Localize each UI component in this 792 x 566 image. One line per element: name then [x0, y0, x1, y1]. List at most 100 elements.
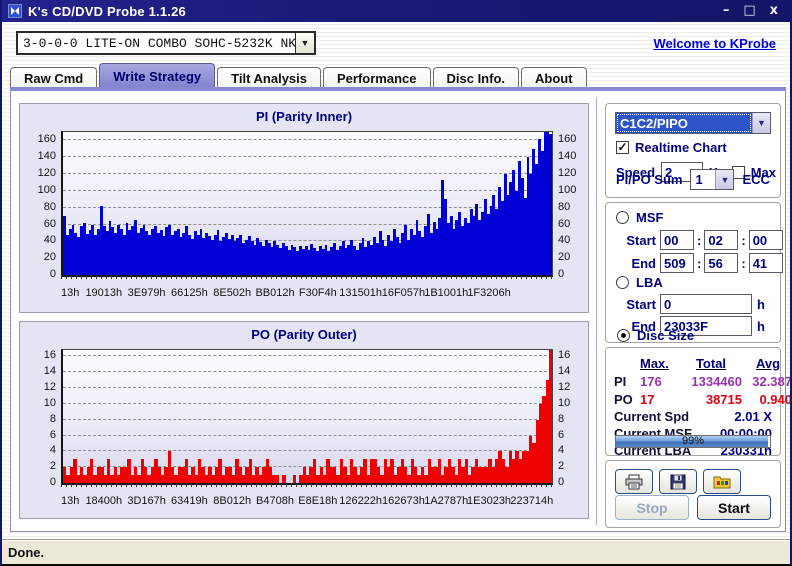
bar	[174, 475, 178, 483]
welcome-link[interactable]: Welcome to KProbe	[653, 36, 776, 51]
po-x-axis-labels: 13h 18400h 3D167h 63419h 8B012h B4708h E8E18h 1…	[61, 492, 553, 507]
y-tick-label: 2	[558, 460, 565, 473]
speed-label: Speed	[616, 164, 656, 180]
msf-start-row: Start 00 : 02 : 00	[616, 230, 783, 250]
chevron-down-icon[interactable]: ▼	[752, 113, 770, 133]
bar	[356, 475, 360, 483]
msf-end-frame[interactable]: 41	[748, 253, 783, 273]
msf-end-min[interactable]: 509	[660, 253, 694, 273]
bar	[489, 206, 493, 275]
y-tick-label: 4	[558, 444, 565, 457]
bar	[441, 475, 445, 483]
current-speed-row: Current Spd 2.01 X	[614, 408, 774, 425]
save-button[interactable]	[659, 469, 697, 494]
y-tick-label: 14	[43, 365, 56, 378]
msf-radio[interactable]	[616, 211, 629, 224]
gridline	[63, 173, 552, 175]
bar	[512, 169, 516, 275]
pipo-sum-select[interactable]: 1 ▼	[690, 169, 735, 190]
print-button[interactable]	[615, 469, 653, 494]
msf-start-min[interactable]: 00	[660, 230, 694, 250]
y-tick-label: 60	[43, 217, 56, 230]
bar	[417, 475, 421, 483]
y-tick-label: 80	[558, 200, 571, 213]
bar	[500, 200, 504, 275]
x-tick-label: 3E979h	[127, 287, 166, 299]
bar	[424, 226, 427, 275]
stop-button[interactable]: Stop	[615, 495, 689, 520]
y-tick-label: 100	[37, 183, 56, 196]
tab-performance[interactable]: Performance	[323, 67, 431, 88]
bar	[444, 199, 447, 275]
drive-select[interactable]: 3-0-0-0 LITE-ON COMBO SOHC-5232K NK07 ▼	[16, 31, 316, 55]
minimize-icon[interactable]: –	[722, 3, 730, 18]
maximize-icon[interactable]: □	[743, 3, 756, 18]
x-tick-label: 19013h	[85, 287, 123, 299]
tab-about[interactable]: About	[521, 67, 587, 88]
export-image-button[interactable]	[703, 469, 741, 494]
bar	[432, 222, 436, 275]
y-tick-label: 6	[49, 428, 56, 441]
window-controls: – □ x	[723, 4, 784, 18]
chevron-down-icon[interactable]: ▼	[715, 170, 734, 189]
bar	[373, 459, 377, 483]
bar	[321, 248, 325, 275]
bar	[131, 226, 135, 275]
bar	[97, 228, 100, 275]
msf-start-frame[interactable]: 00	[748, 230, 783, 250]
bar	[299, 475, 303, 483]
tab-write-strategy[interactable]: Write Strategy	[99, 63, 216, 88]
bar	[363, 459, 367, 483]
gridline	[63, 450, 552, 452]
bar	[538, 403, 543, 483]
bar	[515, 190, 518, 275]
tab-tilt-analysis[interactable]: Tilt Analysis	[217, 67, 322, 88]
bar	[293, 247, 297, 275]
start-button[interactable]: Start	[697, 495, 771, 520]
lba-radio[interactable]	[616, 276, 629, 289]
lba-start-input[interactable]: 0	[660, 294, 752, 314]
y-tick-label: 14	[558, 365, 571, 378]
msf-start-sec[interactable]: 02	[704, 230, 739, 250]
bar	[307, 249, 311, 275]
bar	[397, 467, 401, 483]
msf-end-sec[interactable]: 56	[704, 253, 739, 273]
bar	[384, 245, 388, 275]
bar	[190, 238, 194, 275]
tab-raw-cmd[interactable]: Raw Cmd	[10, 67, 98, 88]
bar	[344, 248, 348, 275]
close-icon[interactable]: x	[769, 3, 778, 18]
bar	[338, 246, 342, 275]
lba-end-input[interactable]: 23033F	[660, 316, 752, 336]
colon-separator: :	[697, 232, 702, 248]
y-tick-label: 20	[558, 251, 571, 264]
bar	[437, 459, 441, 483]
bar	[287, 249, 291, 275]
bar	[154, 226, 157, 275]
bar	[403, 467, 408, 483]
x-tick-label: 13h	[61, 287, 80, 299]
x-tick-label: 18400h	[85, 495, 123, 507]
chevron-down-icon[interactable]: ▼	[295, 33, 314, 53]
po-stats-row: PO 17 38715 0.940	[614, 390, 790, 408]
bar	[202, 238, 206, 275]
bar	[341, 241, 345, 275]
bar	[136, 232, 140, 275]
bar	[113, 467, 117, 483]
disc-size-radio[interactable]	[617, 329, 630, 342]
bar	[506, 195, 510, 275]
mode-select[interactable]: C1C2/PIPO ▼	[615, 112, 771, 134]
bar	[486, 214, 490, 275]
tab-disc-info[interactable]: Disc Info.	[432, 67, 520, 88]
pi-plot-area: 0 0 20 20 40 40 60 60 80 80 100 100 120 120 140 140 160 1…	[38, 131, 576, 280]
bar	[444, 467, 448, 483]
bar	[130, 475, 134, 483]
realtime-chart-checkbox[interactable]: ✓	[616, 140, 629, 154]
bar	[230, 235, 234, 275]
bar	[199, 228, 203, 275]
bar	[464, 459, 468, 483]
stats-groupbox: Max. Total Avg PI 176 1334460 32.387 PO …	[605, 347, 790, 458]
bar	[145, 231, 149, 275]
bar	[540, 150, 544, 275]
bar	[85, 233, 89, 275]
